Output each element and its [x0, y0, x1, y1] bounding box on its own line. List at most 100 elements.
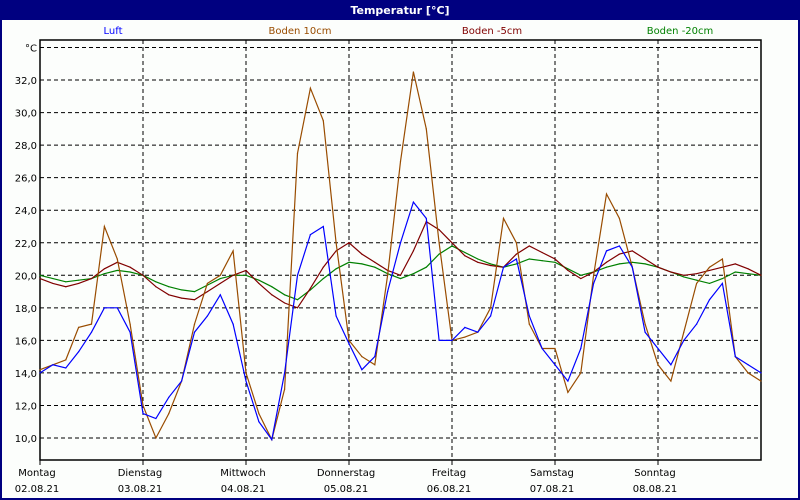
data-point: [129, 266, 131, 268]
data-point: [438, 229, 440, 231]
data-point: [747, 372, 749, 374]
data-point: [129, 323, 131, 325]
data-point: [734, 356, 736, 358]
data-point: [335, 268, 337, 270]
data-point: [721, 258, 723, 260]
legend-entry-luft: Luft: [104, 26, 123, 37]
data-point: [644, 263, 646, 265]
data-point: [361, 263, 363, 265]
data-point: [78, 282, 80, 285]
data-point: [155, 417, 157, 420]
data-point: [618, 263, 620, 265]
legend-entry-boden-10cm: Boden 10cm: [269, 26, 332, 37]
data-point: [721, 277, 723, 280]
y-tick-label: 28,0: [15, 141, 37, 152]
data-point: [78, 279, 80, 281]
data-point: [206, 290, 208, 293]
data-point: [52, 364, 54, 366]
data-point: [296, 299, 299, 301]
data-point: [451, 245, 453, 247]
data-point: [515, 263, 517, 265]
data-point: [528, 245, 530, 247]
data-point: [322, 266, 324, 268]
x-tick-day: Montag: [18, 468, 55, 479]
data-point: [631, 261, 633, 263]
data-point: [721, 266, 723, 268]
data-point: [387, 274, 389, 276]
data-point: [348, 339, 350, 341]
data-point: [271, 439, 273, 441]
data-point: [193, 290, 196, 293]
data-point: [322, 277, 324, 280]
data-point: [464, 251, 466, 254]
data-point: [90, 277, 93, 280]
data-point: [425, 266, 427, 268]
x-tick-day: Sonntag: [634, 468, 676, 479]
data-point: [451, 339, 453, 341]
data-point: [438, 253, 440, 255]
data-point: [219, 294, 221, 296]
data-point: [747, 273, 749, 275]
data-point: [129, 331, 131, 333]
data-point: [554, 347, 556, 350]
data-point: [708, 269, 711, 272]
data-point: [193, 299, 196, 301]
data-point: [322, 120, 324, 122]
data-point: [181, 289, 183, 291]
x-tick-date: 03.08.21: [118, 484, 163, 495]
data-point: [284, 294, 286, 296]
data-point: [412, 250, 414, 252]
data-point: [258, 279, 260, 281]
data-point: [541, 260, 543, 262]
data-point: [309, 87, 311, 89]
data-point: [65, 359, 67, 361]
x-tick-day: Mittwoch: [220, 468, 265, 479]
data-point: [515, 258, 517, 260]
data-point: [232, 250, 234, 252]
data-point: [515, 242, 517, 244]
data-point: [567, 391, 569, 394]
data-point: [464, 336, 466, 338]
data-point: [309, 287, 311, 289]
data-point: [734, 271, 736, 273]
data-point: [567, 380, 569, 382]
x-tick-date: 04.08.21: [221, 484, 266, 495]
data-point: [644, 331, 646, 333]
x-tick-day: Dienstag: [118, 468, 163, 479]
data-point: [464, 326, 466, 328]
data-point: [155, 281, 157, 283]
data-point: [721, 282, 723, 285]
data-point: [567, 269, 569, 272]
data-point: [477, 261, 479, 263]
data-point: [670, 364, 672, 366]
data-point: [284, 372, 286, 374]
y-tick-label: 26,0: [15, 174, 37, 185]
data-point: [142, 274, 144, 276]
data-point: [412, 201, 414, 203]
data-point: [760, 372, 762, 374]
y-tick-label: 18,0: [15, 304, 37, 315]
x-tick-date: 08.08.21: [633, 484, 678, 495]
legend-entry-boden-5cm: Boden -5cm: [462, 26, 522, 37]
y-tick-label: 24,0: [15, 206, 37, 217]
data-point: [348, 242, 350, 244]
data-point: [683, 276, 685, 278]
data-point: [528, 323, 530, 325]
data-point: [657, 347, 659, 350]
data-point: [103, 273, 105, 275]
data-point: [657, 266, 659, 268]
data-point: [696, 273, 698, 275]
data-point: [90, 323, 93, 325]
data-point: [412, 273, 414, 275]
data-point: [181, 297, 183, 299]
x-tick-date: 02.08.21: [15, 484, 60, 495]
data-point: [245, 274, 247, 276]
data-point: [39, 277, 41, 280]
data-point: [335, 315, 337, 317]
x-tick-day: Samstag: [530, 468, 574, 479]
data-point: [335, 250, 337, 252]
data-point: [683, 339, 685, 341]
data-point: [206, 315, 208, 317]
data-point: [258, 412, 260, 415]
y-tick-label: 22,0: [15, 239, 37, 250]
